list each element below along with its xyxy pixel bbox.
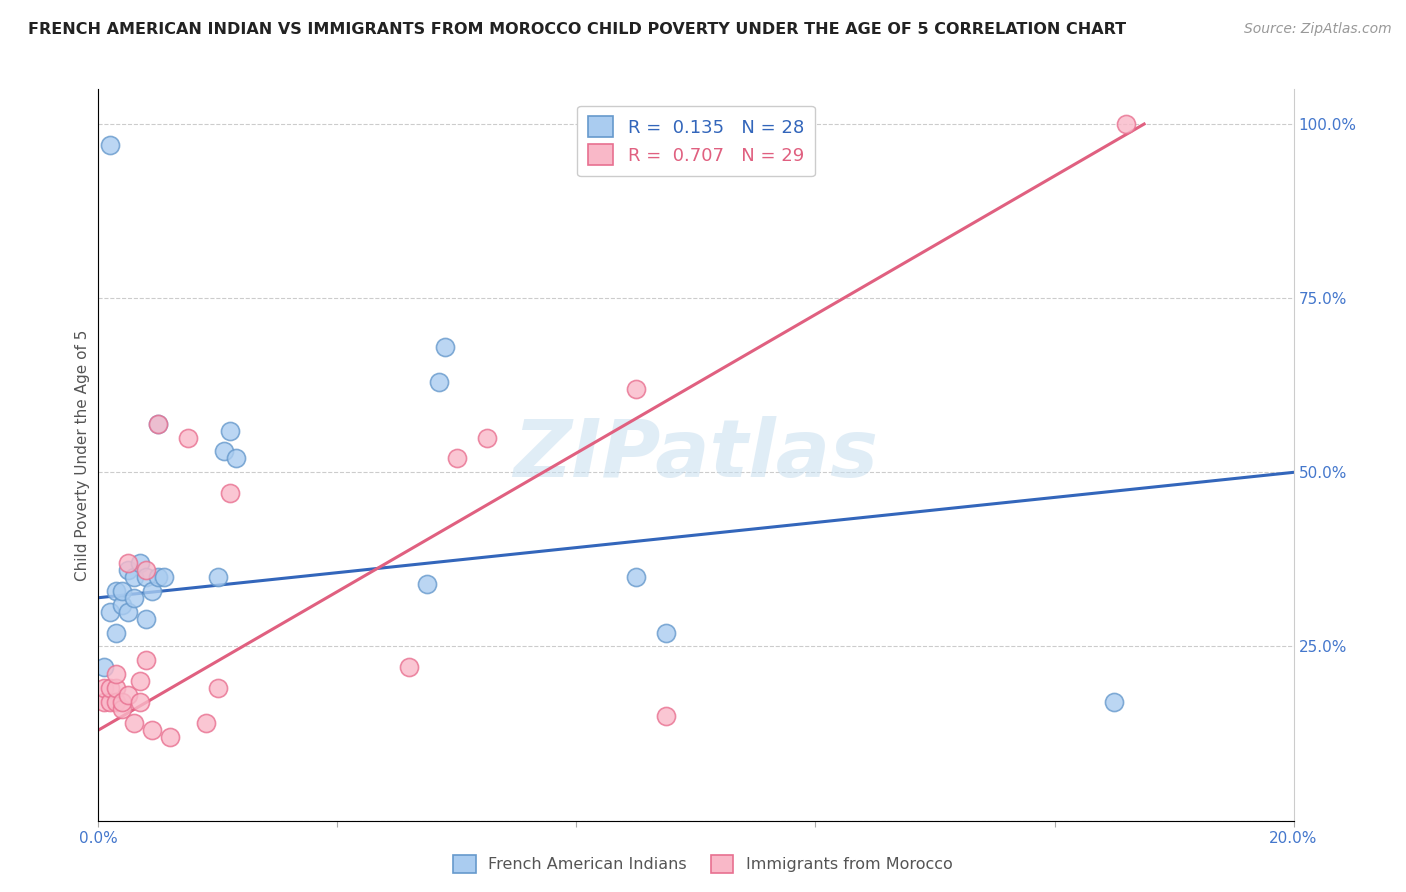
Point: [416, 576, 439, 591]
Point: [129, 556, 152, 570]
Text: Source: ZipAtlas.com: Source: ZipAtlas.com: [1244, 22, 1392, 37]
Point: [1115, 117, 1137, 131]
Legend: French American Indians, Immigrants from Morocco: French American Indians, Immigrants from…: [447, 848, 959, 880]
Point: [655, 709, 678, 723]
Text: ZIPatlas: ZIPatlas: [513, 416, 879, 494]
Y-axis label: Child Poverty Under the Age of 5: Child Poverty Under the Age of 5: [75, 329, 90, 581]
Point: [207, 681, 229, 696]
Point: [105, 667, 128, 681]
Point: [655, 625, 678, 640]
Point: [148, 570, 170, 584]
Point: [626, 570, 648, 584]
Point: [398, 660, 420, 674]
Point: [117, 605, 139, 619]
Point: [135, 563, 157, 577]
Point: [225, 451, 247, 466]
Text: FRENCH AMERICAN INDIAN VS IMMIGRANTS FROM MOROCCO CHILD POVERTY UNDER THE AGE OF: FRENCH AMERICAN INDIAN VS IMMIGRANTS FRO…: [28, 22, 1126, 37]
Point: [141, 723, 163, 737]
Point: [111, 695, 134, 709]
Point: [159, 730, 181, 744]
Point: [124, 591, 146, 605]
Point: [93, 681, 115, 696]
Point: [105, 625, 128, 640]
Legend: R =  0.135   N = 28, R =  0.707   N = 29: R = 0.135 N = 28, R = 0.707 N = 29: [576, 105, 815, 176]
Point: [129, 674, 152, 689]
Point: [475, 430, 498, 444]
Point: [427, 375, 450, 389]
Point: [177, 430, 200, 444]
Point: [148, 417, 170, 431]
Point: [219, 424, 242, 438]
Point: [117, 563, 139, 577]
Point: [446, 451, 468, 466]
Point: [100, 681, 122, 696]
Point: [117, 688, 139, 702]
Point: [129, 695, 152, 709]
Point: [93, 660, 115, 674]
Point: [219, 486, 242, 500]
Point: [135, 612, 157, 626]
Point: [135, 653, 157, 667]
Point: [105, 695, 128, 709]
Point: [626, 382, 648, 396]
Point: [117, 556, 139, 570]
Point: [100, 695, 122, 709]
Point: [111, 702, 134, 716]
Point: [153, 570, 176, 584]
Point: [105, 583, 128, 598]
Point: [124, 570, 146, 584]
Point: [195, 716, 218, 731]
Point: [100, 605, 122, 619]
Point: [124, 716, 146, 731]
Point: [434, 340, 457, 354]
Point: [141, 583, 163, 598]
Point: [148, 417, 170, 431]
Point: [100, 137, 122, 152]
Point: [1104, 695, 1126, 709]
Point: [93, 695, 115, 709]
Point: [105, 681, 128, 696]
Point: [212, 444, 235, 458]
Point: [111, 598, 134, 612]
Point: [135, 570, 157, 584]
Point: [207, 570, 229, 584]
Point: [111, 583, 134, 598]
